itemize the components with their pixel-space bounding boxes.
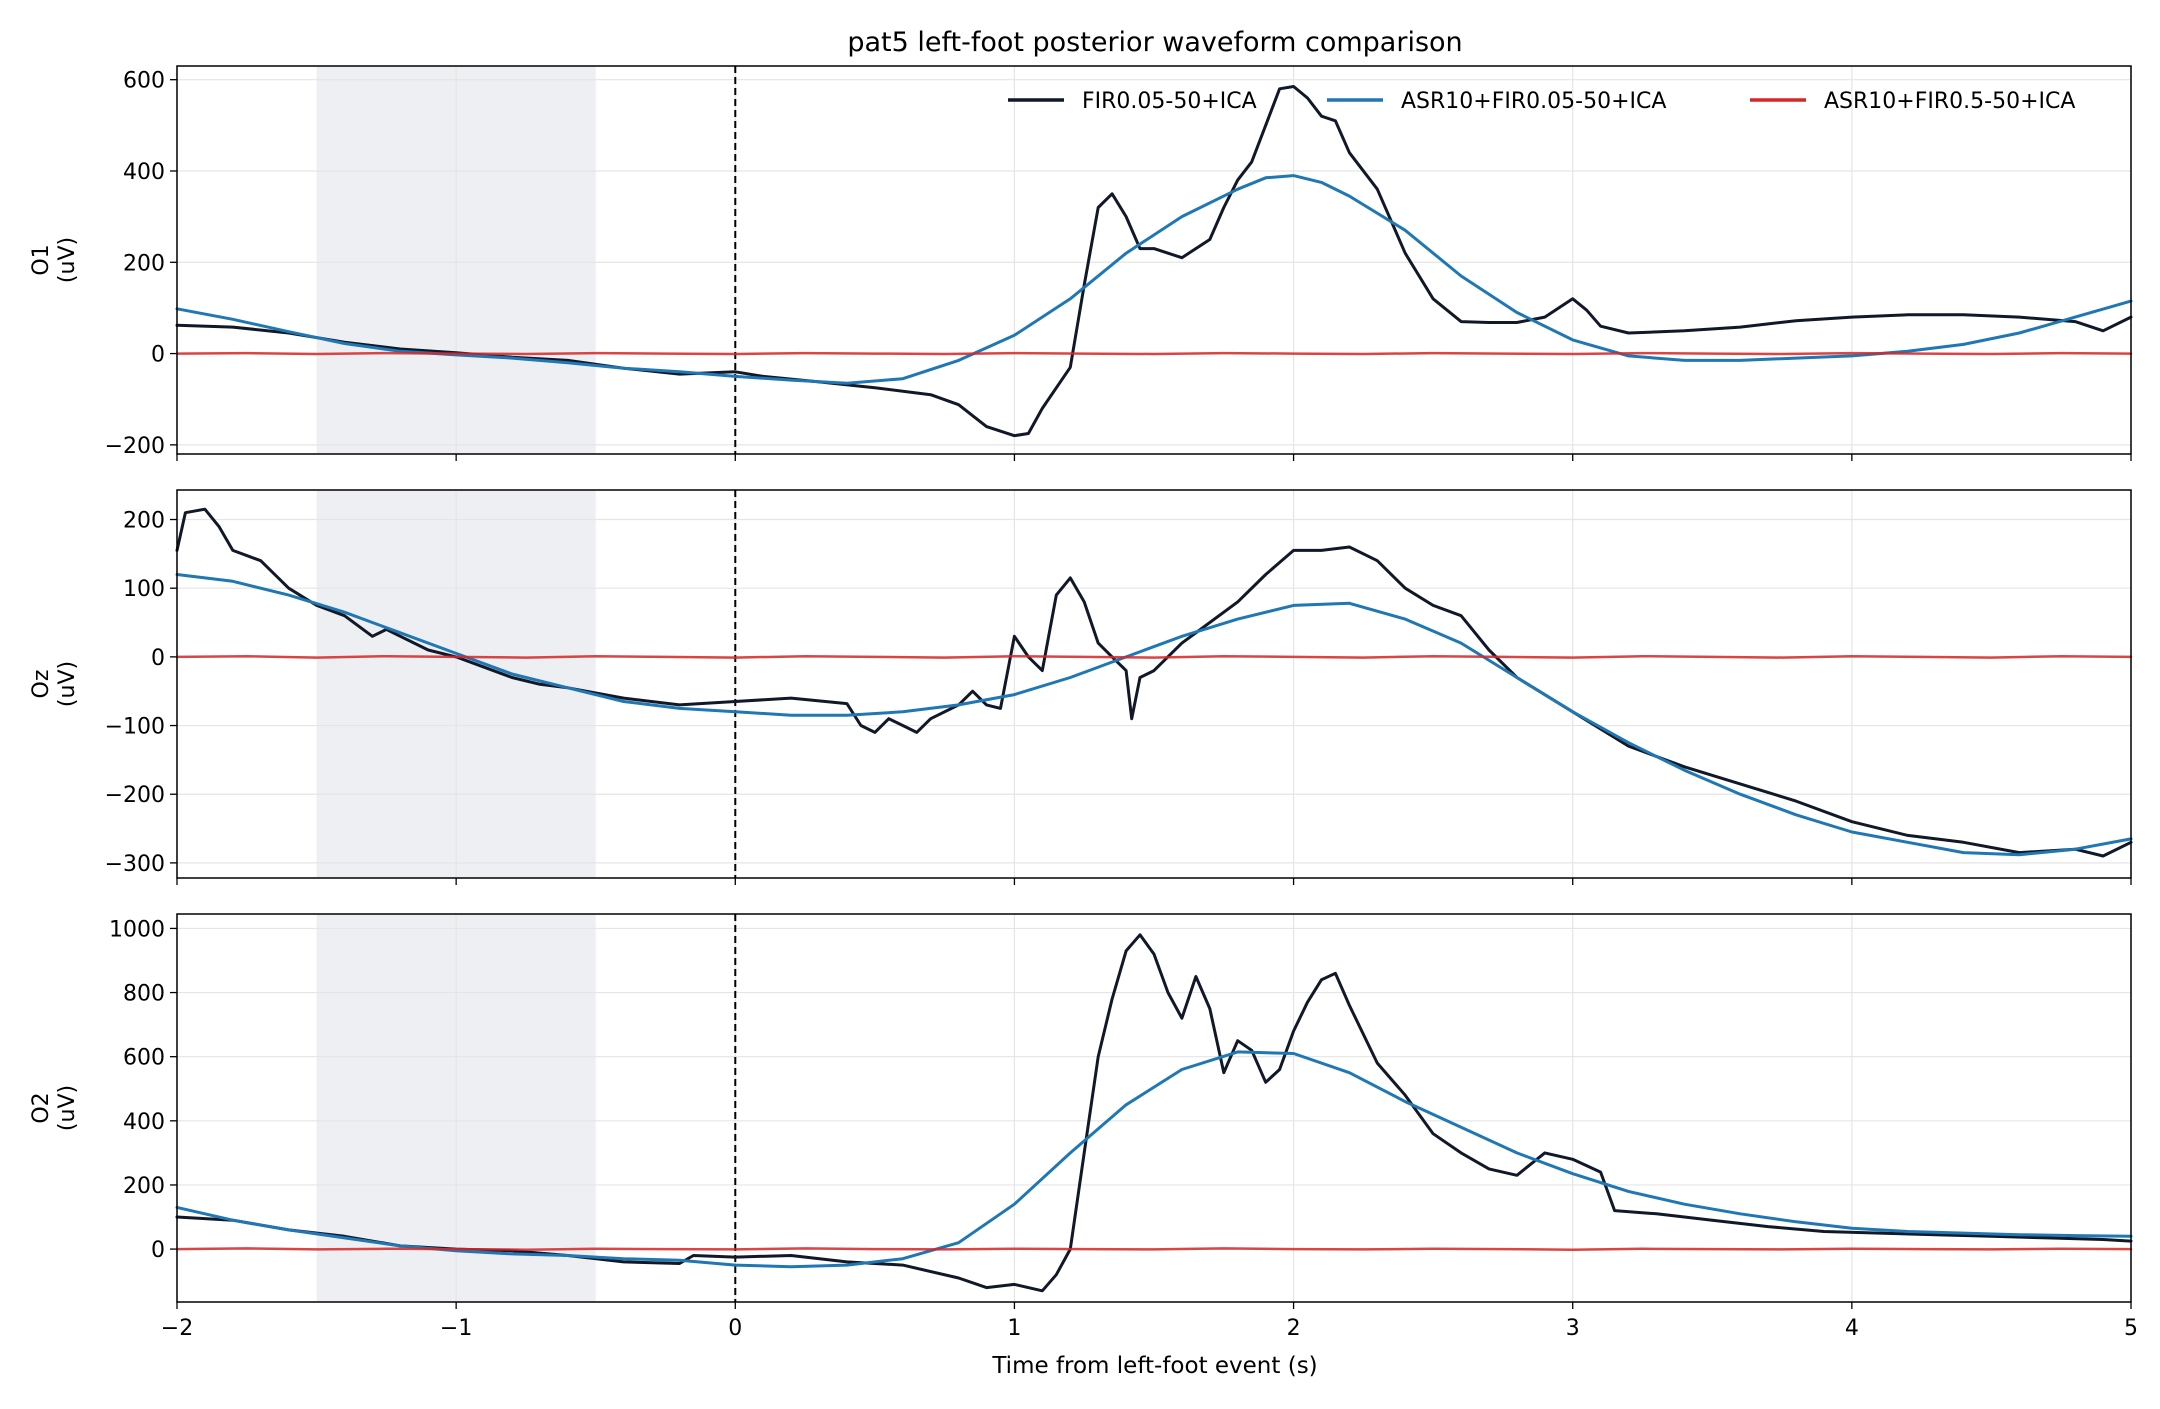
y-axis-label-channel: Oz [29, 670, 54, 699]
x-tick-label: 4 [1845, 1316, 1859, 1341]
x-tick-label: −1 [440, 1316, 472, 1341]
x-tick-label: 2 [1287, 1316, 1301, 1341]
panel-o2: −2 −1 0 1 2 3 4 5 0 200 400 600 800 1000 O2(uV) [29, 913, 2138, 1341]
y-tick-label: 0 [151, 343, 165, 368]
legend-label: ASR10+FIR0.5-50+ICA [1824, 89, 2075, 114]
x-tick-label: 1 [1007, 1316, 1021, 1341]
series-line-asr10-fir0-5-50-ica [175, 351, 2133, 356]
series-line-asr10-fir0-05-50-ica [175, 174, 2133, 385]
axes-frame [176, 65, 2132, 455]
y-tick-label: 100 [123, 577, 165, 602]
y-tick-label: 0 [151, 646, 165, 671]
series-line-asr10-fir0-05-50-ica [175, 573, 2133, 857]
y-tick-label: 200 [123, 251, 165, 276]
y-tick-label: −200 [105, 783, 165, 808]
y-tick-label: −100 [105, 715, 165, 740]
chart-title: pat5 left-foot posterior waveform compar… [847, 27, 1462, 58]
legend-item: ASR10+FIR0.05-50+ICA [1327, 89, 1666, 114]
axes-frame [176, 913, 2132, 1303]
y-axis-label-unit: (uV) [55, 237, 80, 283]
x-tick-label: 5 [2124, 1316, 2138, 1341]
y-axis-label-channel: O2 [29, 1092, 54, 1123]
y-tick-label: −300 [105, 852, 165, 877]
panels: −2000200400600O1(uV)−300−200−1000100200O… [29, 65, 2138, 1341]
y-tick-label: 200 [123, 509, 165, 534]
y-tick-label: 200 [123, 1174, 165, 1199]
series-line-asr10-fir0-5-50-ica [175, 1247, 2133, 1251]
panel-oz: −300 −200 −100 0 100 200 Oz(uV) [29, 489, 2133, 885]
legend: FIR0.05-50+ICA ASR10+FIR0.05-50+ICA ASR10+… [1008, 89, 2075, 114]
legend-item: FIR0.05-50+ICA [1008, 89, 1257, 114]
legend-item: ASR10+FIR0.5-50+ICA [1750, 89, 2075, 114]
axes-frame [176, 489, 2132, 879]
y-tick-label: 600 [123, 1046, 165, 1071]
y-axis-label: O1(uV) [29, 237, 80, 283]
y-tick-label: −200 [105, 434, 165, 459]
series-line-fir0-05-50-ica [175, 933, 2133, 1293]
y-tick-label: 1000 [109, 917, 165, 942]
y-tick-label: 400 [123, 160, 165, 185]
y-axis-label-channel: O1 [29, 244, 54, 275]
panel-o1: −200 0 200 400 600 O1(uV) [29, 65, 2133, 461]
y-tick-label: 600 [123, 69, 165, 94]
y-tick-label: 400 [123, 1110, 165, 1135]
legend-label: FIR0.05-50+ICA [1082, 89, 1257, 114]
legend-label: ASR10+FIR0.05-50+ICA [1401, 89, 1666, 114]
y-axis-label: O2(uV) [29, 1085, 80, 1131]
series-line-asr10-fir0-05-50-ica [175, 1050, 2133, 1269]
x-axis-label: Time from left-foot event (s) [991, 1353, 1317, 1379]
y-tick-label: 0 [151, 1238, 165, 1263]
x-tick-label: −2 [161, 1316, 193, 1341]
series-line-asr10-fir0-5-50-ica [175, 654, 2133, 659]
x-tick-label: 0 [728, 1316, 742, 1341]
x-tick-label: 3 [1566, 1316, 1580, 1341]
y-axis-label-unit: (uV) [55, 1085, 80, 1131]
y-axis-label: Oz(uV) [29, 661, 80, 707]
y-axis-label-unit: (uV) [55, 661, 80, 707]
y-tick-label: 800 [123, 982, 165, 1007]
